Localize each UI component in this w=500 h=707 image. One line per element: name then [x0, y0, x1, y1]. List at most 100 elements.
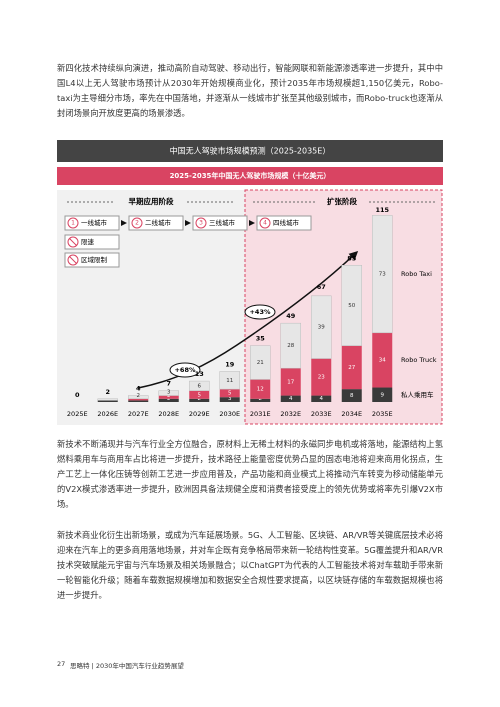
- bar-segment: [189, 398, 210, 402]
- page-number: 27: [57, 660, 66, 668]
- x-tick-label: 2029E: [189, 410, 210, 418]
- bar-segment: [280, 322, 301, 369]
- segment-label: 2: [259, 396, 263, 402]
- annotation: +43%: [249, 308, 270, 316]
- step-label: 一线城市: [81, 218, 108, 227]
- phase-label-bg: [315, 195, 369, 209]
- x-tick-label: 2031E: [250, 410, 271, 418]
- x-tick-label: 2032E: [280, 410, 301, 418]
- paragraph: 新技术商业化衍生出新场景，或成为汽车延展场景。5G、人工智能、区块链、AR/VR…: [57, 530, 443, 600]
- bar-segment: [189, 390, 210, 399]
- bar-segment: [372, 332, 393, 388]
- total-label: 13: [195, 370, 204, 378]
- legend-box: [192, 215, 248, 231]
- x-tick-label: 2033E: [311, 410, 332, 418]
- legend-box: [64, 234, 120, 250]
- step-icon: [195, 217, 207, 229]
- step-icon: [67, 217, 79, 229]
- chart: 中国无人驾驶市场规模预测（2025-2035E） 2025-2035年中国无人驾…: [57, 140, 443, 425]
- bar-segment: [219, 397, 240, 402]
- total-label: 19: [225, 360, 235, 368]
- segment-label: 21: [257, 360, 264, 366]
- x-tick-label: 2027E: [128, 410, 149, 418]
- bar-segment: [341, 389, 362, 402]
- total-label: 115: [375, 206, 389, 214]
- segment-label: 2: [198, 396, 202, 402]
- total-label: 85: [347, 254, 357, 262]
- series-label: Robo Taxi: [401, 270, 432, 278]
- series-label: Robo Truck: [401, 356, 437, 364]
- segment-label: 50: [348, 303, 355, 309]
- bar-segment: [219, 389, 240, 398]
- x-tick-label: 2026E: [97, 410, 118, 418]
- annotation-bubble: [169, 362, 201, 378]
- legend-box: [64, 215, 120, 231]
- segment-label: 34: [379, 358, 386, 364]
- bar-segment: [97, 398, 118, 401]
- total-label: 49: [286, 312, 296, 320]
- segment-label: 17: [287, 379, 294, 385]
- annotation: +68%: [174, 366, 195, 374]
- bar-segment: [219, 371, 240, 390]
- paragraph: 新技术不断涌现并与汽车行业全方位融合，原材料上无稀土材料的永磁同步电机或将落地，…: [57, 439, 443, 509]
- segment-label: 12: [257, 387, 264, 393]
- step-icon: [131, 217, 143, 229]
- chart-subtitle: 2025-2035年中国无人驾驶市场规模（十亿美元）: [170, 171, 331, 180]
- bar-segment: [280, 368, 301, 396]
- step-label: 四线城市: [273, 218, 300, 227]
- chart-title: 中国无人驾驶市场规模预测（2025-2035E）: [170, 146, 331, 156]
- bar-segment: [341, 345, 362, 390]
- legend-box: [128, 215, 184, 231]
- step-number: 2: [135, 220, 139, 227]
- phase-label-bg: [115, 195, 187, 209]
- x-tick-label: 2034E: [341, 410, 362, 418]
- x-tick-label: 2035E: [372, 410, 393, 418]
- bar-segment: [311, 395, 332, 402]
- total-label: 4: [136, 385, 141, 393]
- series-label: 私人乘用车: [401, 390, 434, 399]
- total-label: 0: [75, 391, 80, 399]
- step-number: 4: [263, 220, 267, 227]
- step-label: 三线城市: [209, 218, 236, 227]
- step-icon: [259, 217, 271, 229]
- constraint-label: 区域限制: [81, 255, 108, 264]
- subtitle-banner: [57, 167, 443, 185]
- bar-segment: [311, 358, 332, 396]
- bar-segment: [97, 400, 118, 402]
- growth-arrow: [137, 250, 359, 389]
- segment-label: 5: [198, 392, 202, 398]
- bar-segment: [158, 395, 179, 399]
- segment-label: 8: [350, 393, 354, 399]
- step-number: 3: [199, 220, 203, 227]
- bar-segment: [341, 265, 362, 346]
- segment-label: 6: [198, 383, 202, 389]
- bar-segment: [128, 400, 149, 402]
- legend-box: [64, 252, 120, 268]
- x-tick-label: 2025E: [67, 410, 88, 418]
- bar-segment: [372, 215, 393, 334]
- bar-segment: [250, 345, 271, 380]
- legend-box: [256, 215, 312, 231]
- segment-label: 4: [289, 396, 293, 402]
- phase-label: 早期应用阶段: [129, 196, 174, 206]
- paragraph: 新四化技术持续纵向演进，推动高阶自动驾驶、移动出行，智能网联和新能源渗透率进一步…: [57, 63, 443, 118]
- x-tick-label: 2028E: [158, 410, 179, 418]
- phase-label: 扩张阶段: [327, 196, 357, 206]
- bar-segment: [280, 395, 301, 402]
- step-label: 二线城市: [145, 218, 172, 227]
- bar-segment: [250, 379, 271, 399]
- step-number: 1: [71, 220, 75, 227]
- segment-label: 2: [167, 396, 171, 402]
- segment-label: 3: [228, 396, 232, 402]
- total-label: 67: [317, 283, 326, 291]
- segment-label: 11: [226, 378, 233, 384]
- footer-text: 思略特 | 2030年中国汽车行业趋势展望: [70, 662, 184, 670]
- constraint-icon: [69, 238, 77, 246]
- title-banner: [57, 140, 443, 162]
- segment-label: 39: [318, 325, 325, 331]
- segment-label: 3: [167, 390, 171, 396]
- bar-segment: [311, 295, 332, 359]
- bar-segment: [372, 387, 393, 402]
- annotation-bubble: [244, 304, 276, 320]
